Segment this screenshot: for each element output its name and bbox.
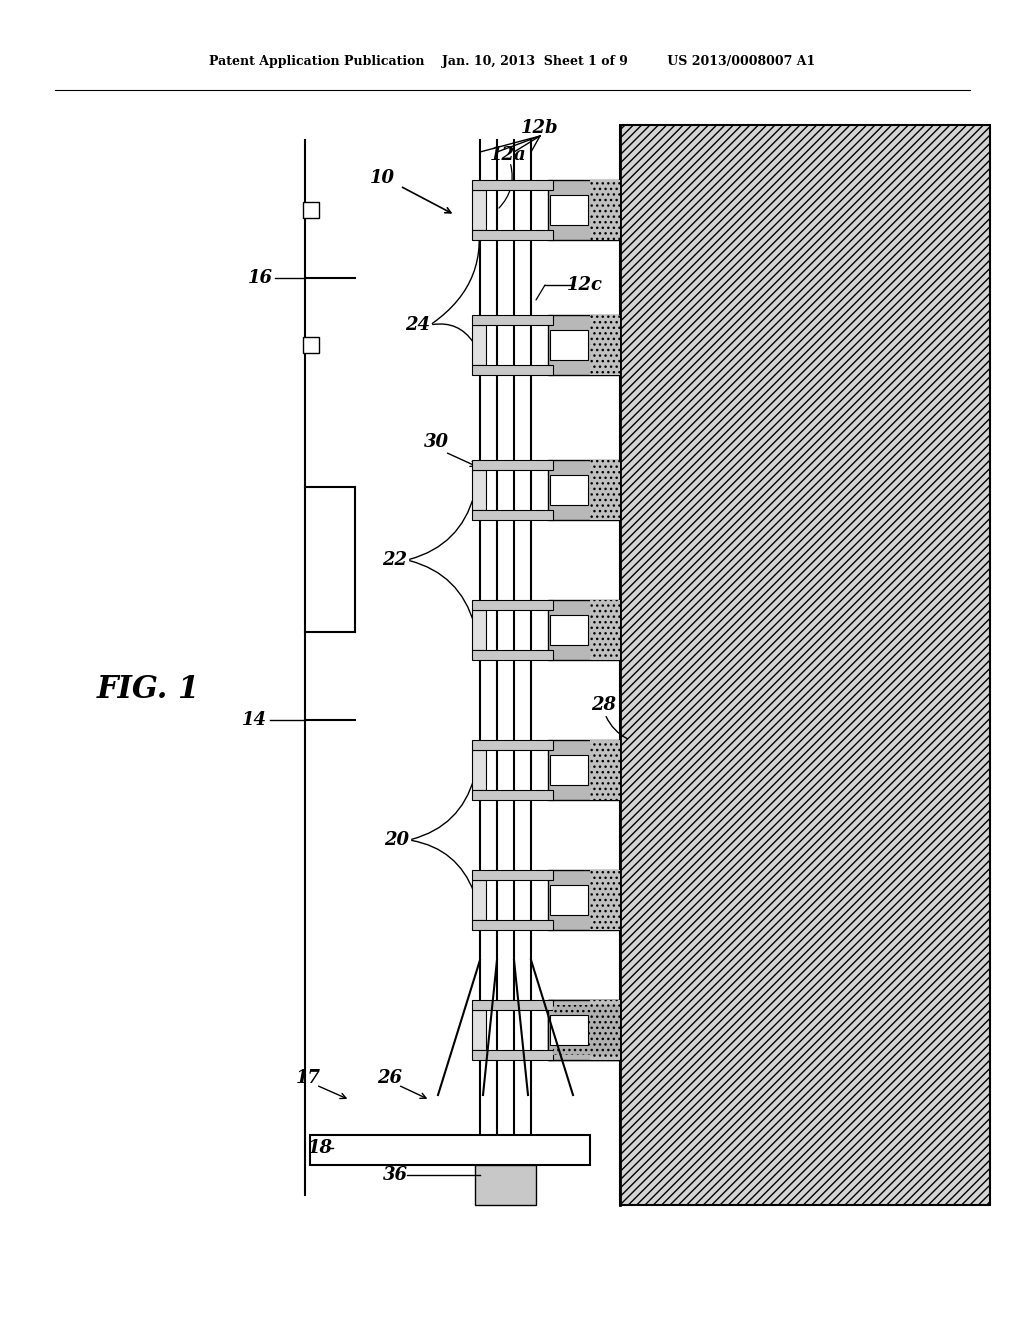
Bar (548, 180, 620, 240)
Bar (548, 1001, 620, 1060)
Bar (310, 1135, 590, 1166)
Bar (550, 1015, 588, 1045)
Bar (472, 601, 553, 610)
Bar (303, 337, 319, 352)
Bar (472, 325, 486, 366)
Bar (472, 315, 553, 325)
Bar (590, 315, 620, 375)
Bar (550, 884, 588, 915)
Bar (472, 1049, 553, 1060)
Bar (548, 315, 620, 375)
Bar (548, 741, 620, 800)
Bar (303, 202, 319, 218)
Bar (553, 1005, 620, 1055)
Bar (548, 459, 620, 520)
Bar (590, 601, 620, 660)
Text: Patent Application Publication    Jan. 10, 2013  Sheet 1 of 9         US 2013/00: Patent Application Publication Jan. 10, … (209, 55, 815, 69)
Bar (472, 1010, 486, 1049)
Text: 28: 28 (592, 696, 616, 714)
Text: 12c: 12c (567, 276, 603, 294)
Text: 12a: 12a (489, 147, 526, 164)
Bar (472, 880, 486, 920)
Bar (590, 180, 620, 240)
Bar (590, 870, 620, 931)
Text: 20: 20 (384, 832, 410, 849)
Bar (475, 1166, 536, 1205)
Bar (550, 615, 588, 645)
Bar (472, 789, 553, 800)
Bar (472, 870, 553, 880)
Text: 12b: 12b (521, 119, 559, 137)
Text: FIG. 1: FIG. 1 (96, 675, 200, 705)
Bar (548, 1001, 620, 1060)
Bar (590, 459, 620, 520)
Text: 16: 16 (248, 269, 272, 286)
Text: 22: 22 (383, 550, 408, 569)
Bar (550, 475, 588, 506)
Bar (548, 601, 620, 660)
Text: 24: 24 (406, 315, 430, 334)
Bar (472, 190, 486, 230)
Bar (472, 470, 486, 510)
Text: 36: 36 (383, 1166, 408, 1184)
Bar (550, 755, 588, 785)
Bar (472, 610, 486, 649)
Bar (472, 180, 553, 190)
Bar (472, 366, 553, 375)
Bar (472, 649, 553, 660)
Text: 10: 10 (370, 169, 394, 187)
Bar (590, 741, 620, 800)
Text: 26: 26 (378, 1069, 402, 1086)
Bar (620, 125, 990, 1205)
Text: 17: 17 (296, 1069, 321, 1086)
Bar (550, 330, 588, 360)
Text: 30: 30 (424, 433, 449, 451)
Bar (590, 1001, 620, 1060)
Bar (472, 1001, 553, 1010)
Bar (472, 750, 486, 789)
Text: 18: 18 (307, 1139, 333, 1158)
Bar (472, 230, 553, 240)
Text: 14: 14 (242, 711, 266, 729)
Bar (550, 195, 588, 224)
Bar (472, 920, 553, 931)
Bar (472, 741, 553, 750)
Bar (472, 459, 553, 470)
Bar (472, 510, 553, 520)
Bar (548, 870, 620, 931)
